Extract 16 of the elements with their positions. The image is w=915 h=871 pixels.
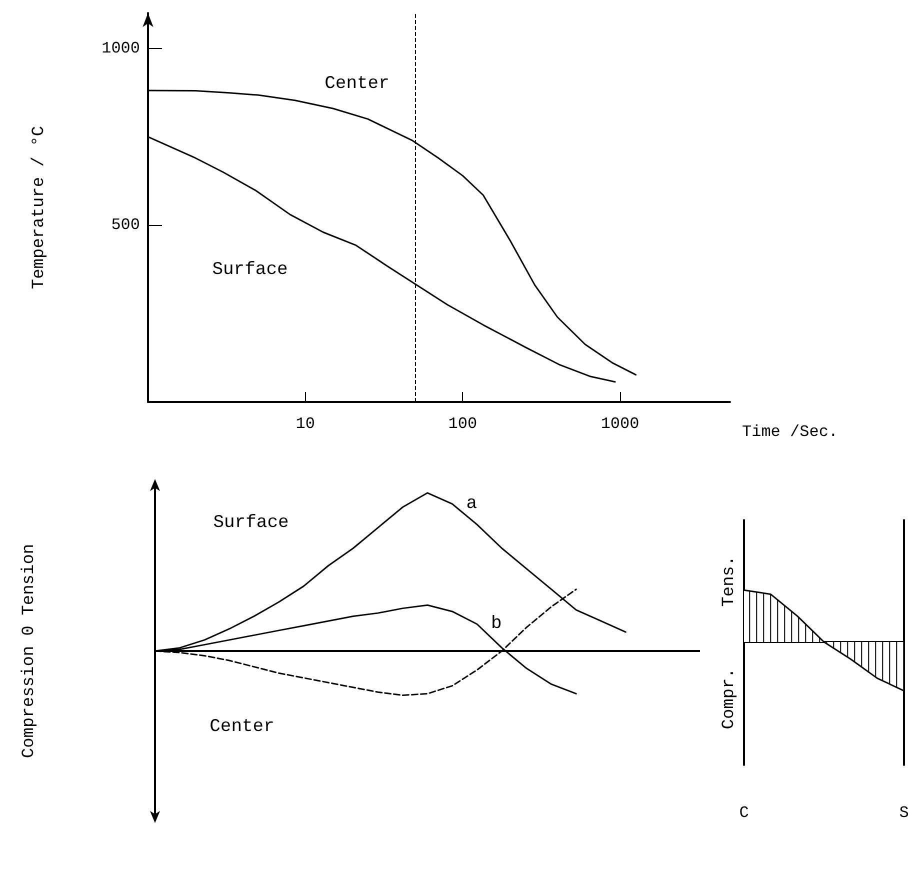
x-tick-label: 1000 [600, 415, 640, 433]
x-tick-label: 10 [296, 415, 315, 433]
y-tick-label: 500 [111, 216, 140, 234]
y-axis-title: Compression 0 Tension [20, 544, 39, 758]
x-axis-title: Time /Sec. [742, 423, 838, 441]
y-axis-title: Compr. Tens. [720, 556, 739, 730]
x-tick-label: 100 [448, 415, 478, 433]
text: Center [210, 717, 274, 737]
x-tick-label: S [899, 804, 909, 822]
x-tick-label: C [739, 804, 749, 822]
annotation: Surface [213, 513, 289, 533]
series-label: b [491, 614, 502, 634]
series-label: a [466, 494, 478, 514]
y-axis-title: Temperature / °C [30, 126, 49, 290]
annotation: Surface [212, 260, 288, 280]
annotation: Center [324, 74, 390, 94]
